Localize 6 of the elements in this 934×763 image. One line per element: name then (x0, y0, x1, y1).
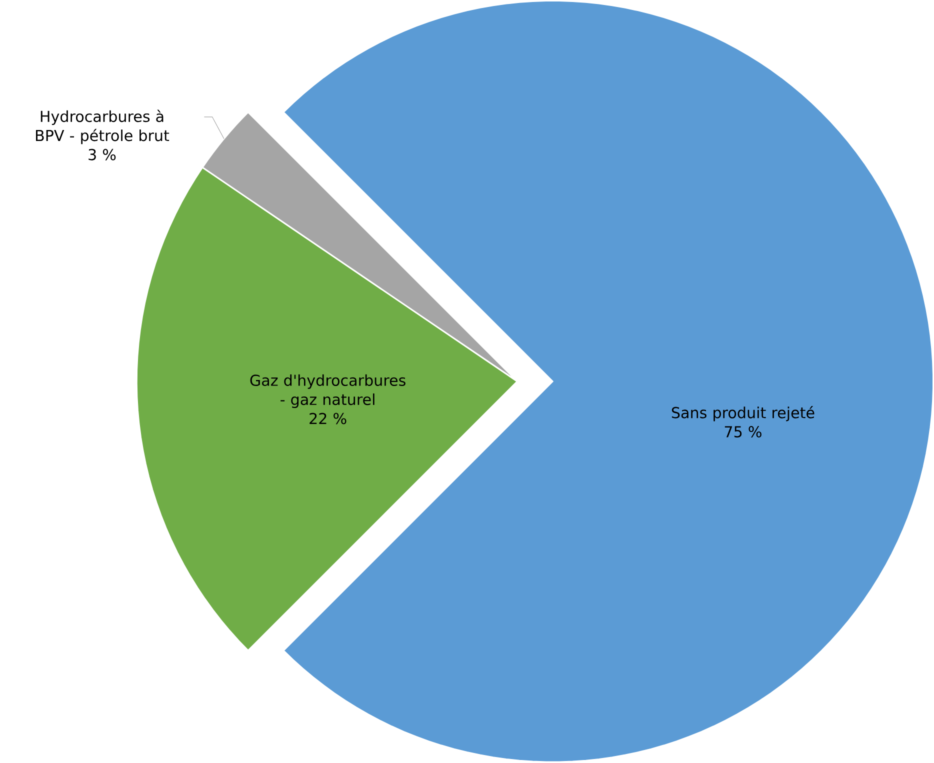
data-label: 3 % (88, 149, 116, 160)
legend-label: Hydrocarbures à BPV - pétrole brut (36, 110, 170, 144)
slice-label: Gaz d'hydrocarbures - gaz naturel (250, 374, 406, 408)
slice-label: Sans produit rejeté (672, 406, 814, 422)
data-label: 75 % (724, 426, 762, 438)
data-label: 22 % (310, 412, 346, 424)
